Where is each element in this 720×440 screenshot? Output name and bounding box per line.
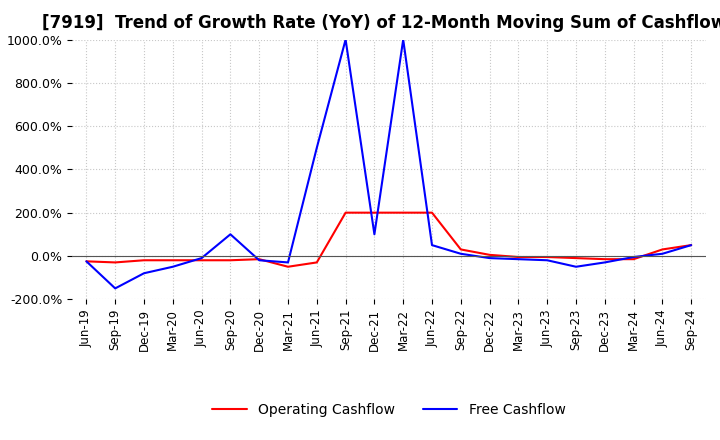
Line: Free Cashflow: Free Cashflow <box>86 40 691 288</box>
Free Cashflow <box>687 242 696 248</box>
Operating Cashflow <box>600 257 609 262</box>
Free Cashflow <box>284 260 292 265</box>
Operating Cashflow <box>456 247 465 252</box>
Free Cashflow <box>168 264 177 269</box>
Free Cashflow <box>629 254 638 260</box>
Operating Cashflow <box>140 258 148 263</box>
Operating Cashflow <box>284 264 292 269</box>
Operating Cashflow <box>687 242 696 248</box>
Line: Operating Cashflow: Operating Cashflow <box>86 213 691 267</box>
Operating Cashflow <box>82 259 91 264</box>
Free Cashflow <box>341 37 350 42</box>
Free Cashflow <box>456 251 465 257</box>
Free Cashflow <box>399 37 408 42</box>
Operating Cashflow <box>658 247 667 252</box>
Operating Cashflow <box>399 210 408 215</box>
Free Cashflow <box>485 256 494 261</box>
Operating Cashflow <box>312 260 321 265</box>
Operating Cashflow <box>168 258 177 263</box>
Free Cashflow <box>428 242 436 248</box>
Operating Cashflow <box>111 260 120 265</box>
Operating Cashflow <box>485 252 494 257</box>
Operating Cashflow <box>255 257 264 262</box>
Free Cashflow <box>111 286 120 291</box>
Free Cashflow <box>140 271 148 276</box>
Free Cashflow <box>197 256 206 261</box>
Operating Cashflow <box>341 210 350 215</box>
Operating Cashflow <box>572 256 580 261</box>
Title: [7919]  Trend of Growth Rate (YoY) of 12-Month Moving Sum of Cashflows: [7919] Trend of Growth Rate (YoY) of 12-… <box>42 15 720 33</box>
Operating Cashflow <box>226 258 235 263</box>
Operating Cashflow <box>428 210 436 215</box>
Free Cashflow <box>82 259 91 264</box>
Free Cashflow <box>514 257 523 262</box>
Free Cashflow <box>226 231 235 237</box>
Free Cashflow <box>600 260 609 265</box>
Operating Cashflow <box>370 210 379 215</box>
Free Cashflow <box>543 258 552 263</box>
Operating Cashflow <box>629 257 638 262</box>
Legend: Operating Cashflow, Free Cashflow: Operating Cashflow, Free Cashflow <box>207 397 571 422</box>
Free Cashflow <box>658 251 667 257</box>
Operating Cashflow <box>197 258 206 263</box>
Free Cashflow <box>255 258 264 263</box>
Free Cashflow <box>572 264 580 269</box>
Operating Cashflow <box>514 254 523 260</box>
Free Cashflow <box>370 231 379 237</box>
Operating Cashflow <box>543 254 552 260</box>
Free Cashflow <box>312 145 321 150</box>
